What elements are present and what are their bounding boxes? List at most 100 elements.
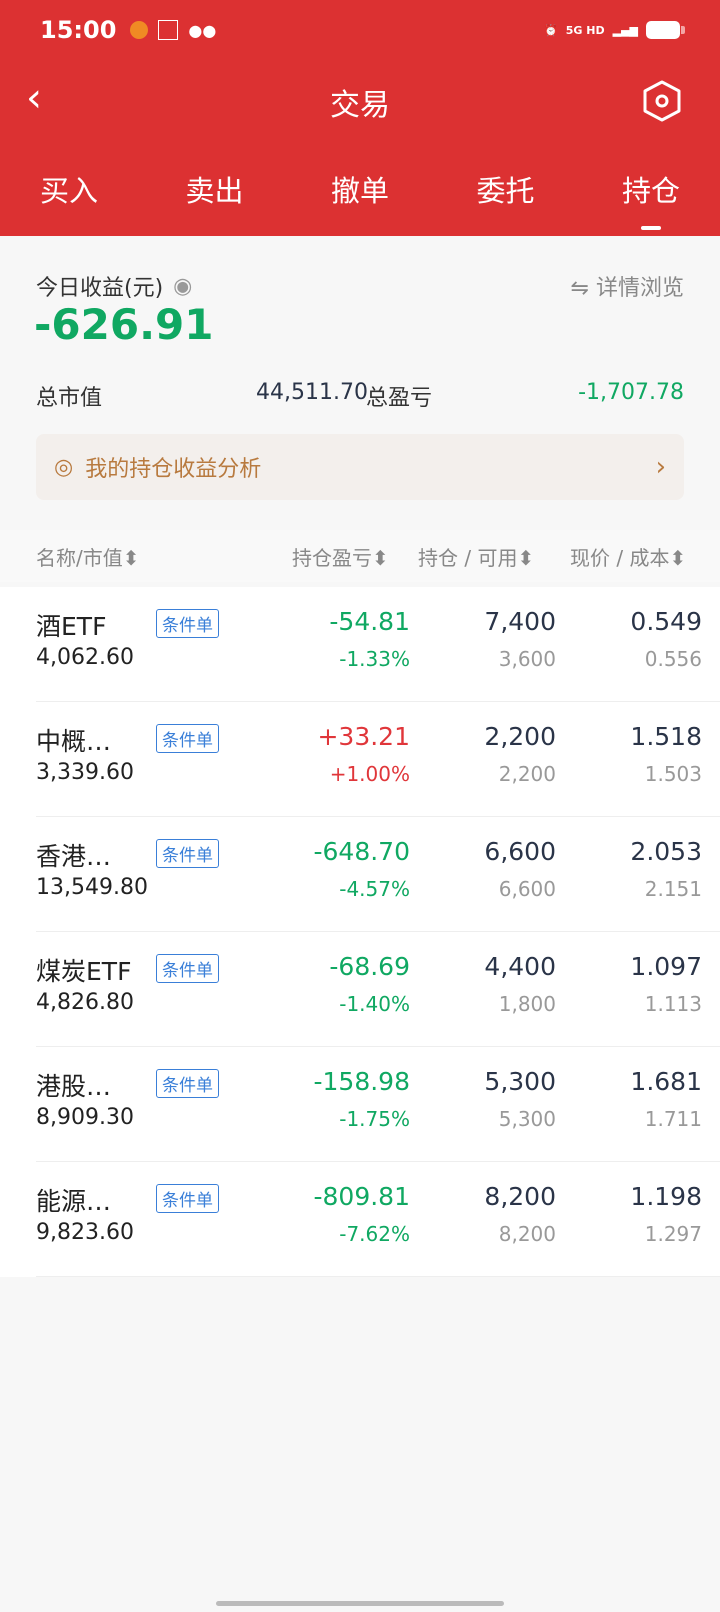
available-qty: 1,800 [498,992,556,1016]
network-label: 5G HD [565,23,605,37]
conditional-order-tag[interactable]: 条件单 [156,954,219,983]
position-pl-percent: -1.40% [339,992,410,1016]
market-value: 4,826.80 [36,990,134,1015]
position-analysis-banner[interactable]: ◎ 我的持仓收益分析 › [36,434,684,500]
current-price: 1.681 [630,1067,702,1096]
app-header: 15:00 ●● ⏰ 5G HD ▂▄▆ ‹ 交易 买入 卖出 撤单 委托 持仓 [0,0,720,236]
table-row[interactable]: 中概… 3,339.60 条件单 +33.21 +1.00% 2,200 2,200 1.51… [36,702,720,817]
positions-list: 酒ETF 4,062.60 条件单 -54.81 -1.33% 7,400 3,600 0.5… [0,587,720,1277]
stock-name: 香港… [36,842,112,871]
table-row[interactable]: 能源… 9,823.60 条件单 -809.81 -7.62% 8,200 8,200 1.1… [36,1162,720,1277]
eye-icon[interactable]: ◉ [173,273,193,299]
stock-name: 酒ETF [36,612,107,641]
wechat-icon: ●● [188,20,217,40]
chevron-right-icon: › [655,452,666,482]
market-value: 8,909.30 [36,1105,134,1130]
available-qty: 6,600 [498,877,556,901]
available-qty: 3,600 [498,647,556,671]
position-pl-percent: -7.62% [339,1222,410,1246]
position-pl: -809.81 [313,1182,411,1211]
back-button[interactable]: ‹ [26,75,42,121]
tab-positions[interactable]: 持仓 [622,168,680,230]
stock-name: 港股… [36,1072,112,1101]
tab-buy[interactable]: 买入 [40,174,99,208]
market-value: 13,549.80 [36,875,148,900]
header-name: 名称/市值 [36,546,123,570]
trade-tabs: 买入 卖出 撤单 委托 持仓 [0,168,720,230]
market-value: 3,339.60 [36,760,134,785]
current-price: 1.198 [630,1182,702,1211]
sort-position[interactable]: 持仓 / 可用⬍ [418,542,534,571]
stock-name: 煤炭ETF [36,957,132,986]
trading-notification-icon [158,20,179,40]
settings-icon[interactable] [642,80,682,122]
header-price: 现价 / 成本 [570,546,670,570]
table-row[interactable]: 香港… 13,549.80 条件单 -648.70 -4.57% 6,600 6,600 2.… [36,817,720,932]
conditional-order-tag[interactable]: 条件单 [156,1184,219,1213]
detail-view-label: 详情浏览 [595,276,684,301]
app-notification-icon [130,21,149,39]
tab-orders[interactable]: 委托 [476,174,535,208]
position-pl: -54.81 [329,607,410,636]
position-pl: -648.70 [313,837,411,866]
analysis-label: 我的持仓收益分析 [85,457,262,482]
sort-pl[interactable]: 持仓盈亏⬍ [292,542,389,571]
position-pl-percent: +1.00% [329,762,410,786]
header-position: 持仓 / 可用 [418,546,518,570]
conditional-order-tag[interactable]: 条件单 [156,839,219,868]
cost-price: 1.503 [644,762,702,786]
available-qty: 5,300 [498,1107,556,1131]
position-pl-percent: -1.75% [339,1107,410,1131]
cost-price: 1.711 [644,1107,702,1131]
total-pl-label: 总盈亏 [366,386,433,411]
sort-icon: ⬍ [122,546,140,570]
position-pl-percent: -1.33% [339,647,410,671]
cost-price: 1.297 [644,1222,702,1246]
home-indicator[interactable] [216,1601,504,1606]
page-title: 交易 [330,88,390,123]
current-price: 1.518 [630,722,702,751]
conditional-order-tag[interactable]: 条件单 [156,609,219,638]
table-row[interactable]: 港股… 8,909.30 条件单 -158.98 -1.75% 5,300 5,300 1.6… [36,1047,720,1162]
today-profit-value: -626.91 [34,300,214,349]
signal-icon: ▂▄▆ [612,23,638,37]
sort-price[interactable]: 现价 / 成本⬍ [570,542,686,571]
swap-icon: ⇋ [570,276,596,301]
stock-name: 中概… [36,727,112,756]
stock-name: 能源… [36,1187,112,1216]
conditional-order-tag[interactable]: 条件单 [156,724,219,753]
battery-icon [646,21,685,39]
position-qty: 7,400 [484,607,556,636]
status-bar: 15:00 ●● ⏰ 5G HD ▂▄▆ [40,14,685,46]
market-value-label: 总市值 [36,386,103,411]
cost-price: 1.113 [644,992,702,1016]
position-qty: 6,600 [484,837,556,866]
status-time: 15:00 [40,16,117,44]
position-qty: 8,200 [484,1182,556,1211]
tab-sell[interactable]: 卖出 [185,174,244,208]
header-pl: 持仓盈亏 [292,546,372,570]
sort-icon: ⬍ [517,546,535,570]
tab-cancel[interactable]: 撤单 [330,174,389,208]
position-pl: +33.21 [317,722,410,751]
sort-icon: ⬍ [669,546,687,570]
position-qty: 5,300 [484,1067,556,1096]
current-price: 1.097 [630,952,702,981]
position-pl-percent: -4.57% [339,877,410,901]
sort-icon: ⬍ [372,546,389,570]
today-profit-label: 今日收益(元) [36,276,164,301]
conditional-order-tag[interactable]: 条件单 [156,1069,219,1098]
position-qty: 4,400 [484,952,556,981]
market-value: 4,062.60 [36,645,134,670]
sort-name[interactable]: 名称/市值⬍ [36,542,140,571]
current-price: 0.549 [630,607,702,636]
position-qty: 2,200 [484,722,556,751]
market-value: 44,511.70 [256,380,368,405]
position-pl: -158.98 [313,1067,411,1096]
market-value: 9,823.60 [36,1220,134,1245]
detail-view-button[interactable]: ⇋ 详情浏览 [571,270,684,302]
table-row[interactable]: 酒ETF 4,062.60 条件单 -54.81 -1.33% 7,400 3,600 0.5… [36,587,720,702]
cost-price: 2.151 [644,877,702,901]
table-row[interactable]: 煤炭ETF 4,826.80 条件单 -68.69 -1.40% 4,400 1,800 1.… [36,932,720,1047]
position-pl: -68.69 [329,952,410,981]
